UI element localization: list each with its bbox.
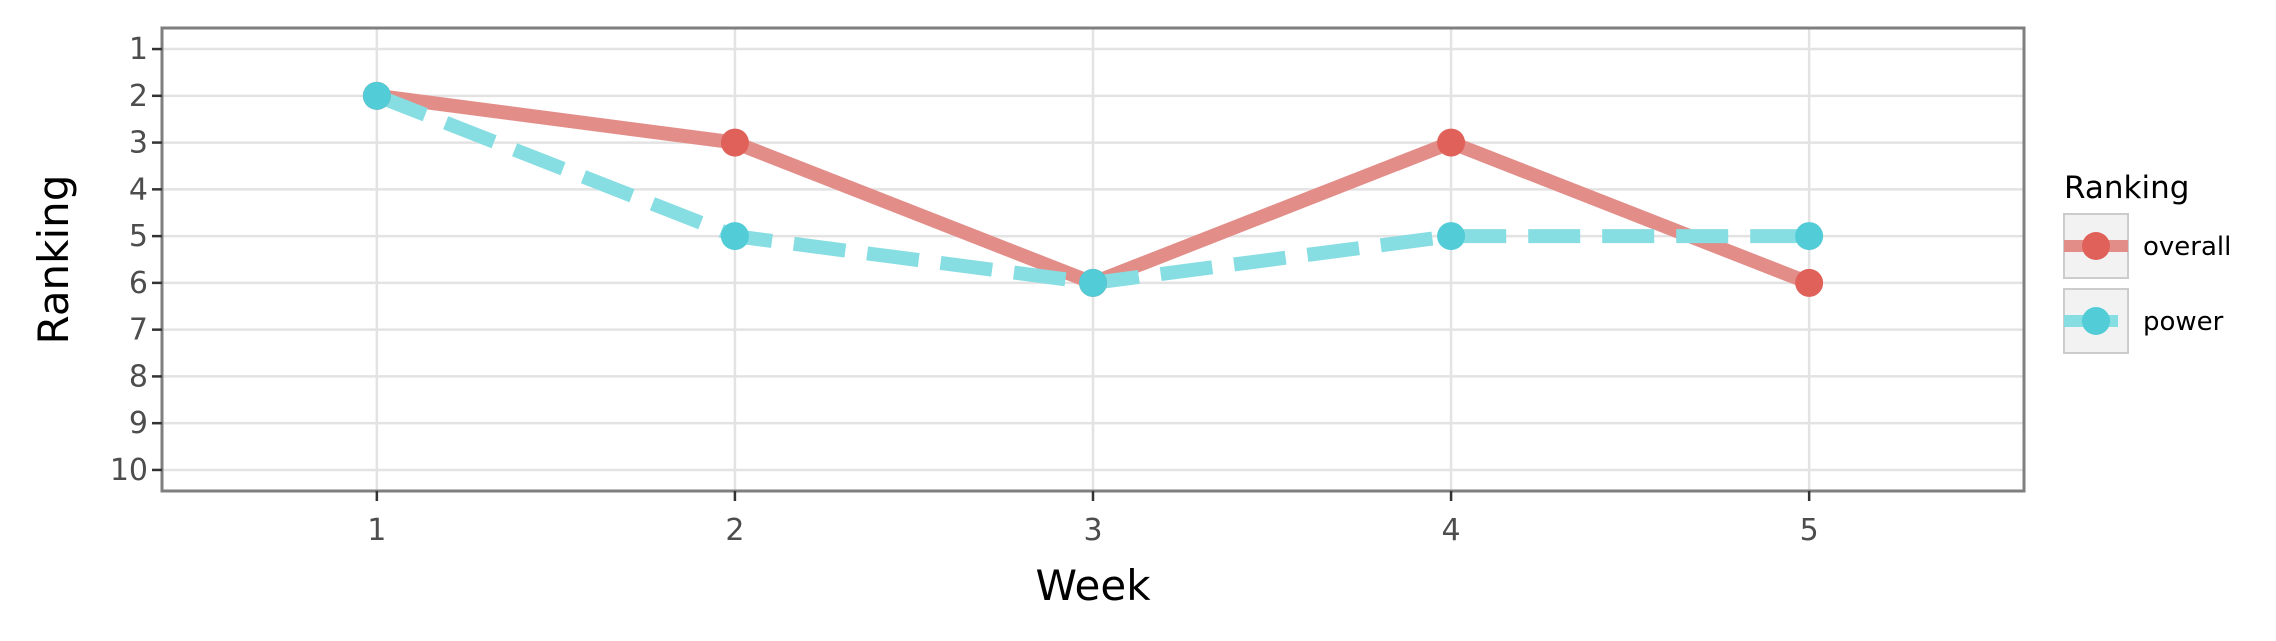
data-point-overall [720,128,749,157]
legend-label-power: power [2143,307,2224,337]
y-tick-label: 5 [129,219,148,254]
y-tick-label: 6 [129,266,148,301]
y-tick-label: 4 [129,172,148,207]
data-point-power [1437,222,1466,251]
y-tick-label: 10 [110,453,148,488]
data-point-overall [1795,268,1824,297]
data-points [362,81,1824,297]
data-point-power [720,222,749,251]
x-tick-label: 4 [1442,513,1461,548]
data-point-power [1795,222,1824,251]
data-point-power [362,81,391,110]
y-tick-label: 7 [129,313,148,348]
x-tick-label: 2 [725,513,744,548]
axis-ticks: 1 2 3 4 5 6 7 8 9 10 1 2 3 4 5 [110,32,1819,548]
legend: Ranking overall power [2063,170,2231,354]
y-tick-label: 9 [129,406,148,441]
data-point-overall [1437,128,1466,157]
y-tick-label: 1 [129,32,148,67]
x-tick-label: 5 [1800,513,1819,548]
legend-marker-power [2082,307,2110,335]
x-tick-label: 1 [367,513,386,548]
x-axis-title: Week [1035,561,1151,610]
legend-marker-overall [2082,232,2110,260]
data-point-power [1079,268,1107,297]
y-tick-label: 3 [129,126,148,161]
y-axis-title: Ranking [29,175,78,345]
legend-label-overall: overall [2143,232,2231,262]
legend-title: Ranking [2064,170,2189,206]
y-tick-label: 2 [129,79,148,114]
y-tick-label: 8 [129,359,148,394]
x-tick-label: 3 [1083,513,1102,548]
